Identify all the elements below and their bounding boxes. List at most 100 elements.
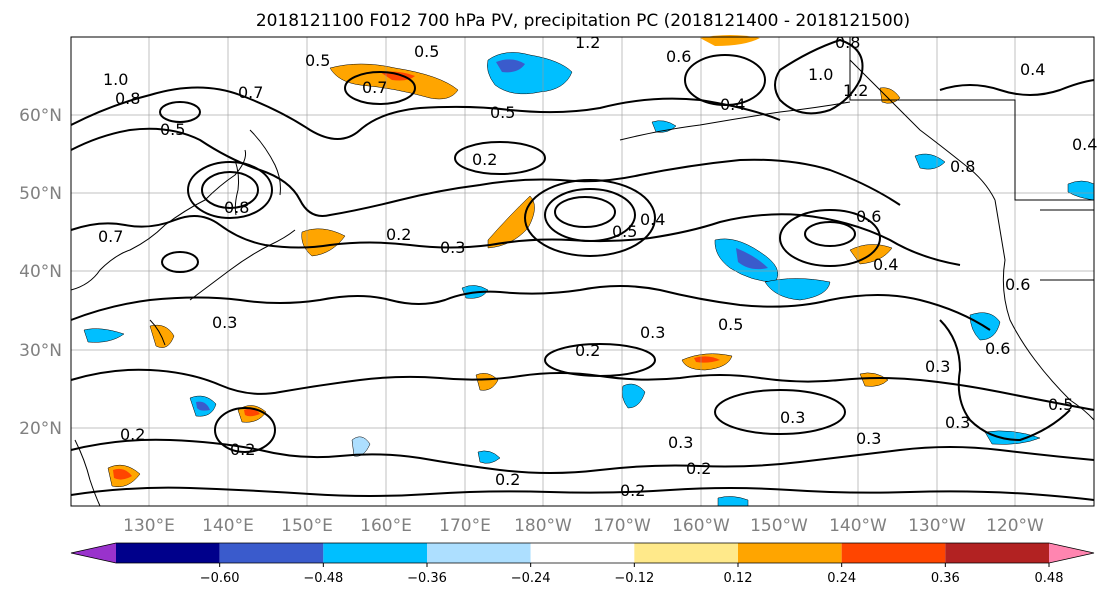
precip-patch-negative (351, 436, 371, 457)
precip-patch-positive (301, 228, 346, 257)
contour-label: 0.2 (575, 341, 600, 360)
pv-closed-contour (544, 343, 656, 377)
pv-closed-contour (554, 196, 616, 228)
lon-label: 140°W (829, 516, 887, 536)
colorbar-segment (1049, 543, 1094, 563)
pv-closed-contour (524, 179, 656, 257)
contour-label: 0.4 (720, 95, 745, 114)
colorbar-tick-label: 0.12 (724, 571, 753, 586)
colorbar-outline (70, 542, 1095, 564)
precip-patch-negative (764, 278, 831, 301)
contour-label: 0.2 (230, 440, 255, 459)
contour-label: 0.3 (212, 313, 237, 332)
contour-label: 0.2 (120, 425, 145, 444)
contour-labels: 0.5 0.7 1.2 0.5 0.6 1.0 0.8 0.5 0.7 1.0 … (98, 33, 1097, 500)
contour-label: 0.4 (873, 255, 898, 274)
pv-closed-contour (187, 161, 273, 219)
colorbar-tick-label: −0.12 (614, 571, 654, 586)
precip-patch-positive (859, 372, 889, 387)
lon-label: 160°W (672, 516, 730, 536)
precip-patch-negative-core (196, 401, 210, 411)
pv-contours (70, 38, 1095, 501)
contour-label: 0.6 (856, 207, 881, 226)
pv-closed-contour (344, 71, 416, 105)
precip-patch-positive (700, 35, 760, 46)
contour-label: 0.6 (1005, 275, 1030, 294)
colorbar-segments (70, 542, 1095, 564)
lat-label: 40°N (19, 262, 62, 282)
colorbar-segment (219, 543, 324, 563)
lon-label: 130°E (123, 516, 175, 536)
contour-label: 0.2 (386, 225, 411, 244)
precip-patch-negative (83, 328, 125, 343)
colorbar-segment (116, 543, 220, 563)
lat-axis: 60°N 50°N 40°N 30°N 20°N (19, 106, 62, 439)
contour-label: 0.3 (440, 238, 465, 257)
precip-patch-negative (717, 496, 749, 507)
precip-patch-positive-core (113, 468, 132, 480)
colorbar-tick-label: −0.24 (511, 571, 551, 586)
pv-closed-contour (714, 389, 846, 435)
precip-patch-positive (475, 373, 499, 391)
pv-contour (939, 319, 1071, 442)
colorbar-segment (71, 543, 116, 563)
lon-label: 170°W (593, 516, 651, 536)
map-frame (70, 36, 1095, 507)
colorbar-tick-label: −0.48 (303, 571, 343, 586)
figure-title: 2018121100 F012 700 hPa PV, precipitatio… (256, 11, 910, 31)
lon-label: 120°W (986, 516, 1044, 536)
contour-label: 0.5 (305, 51, 330, 70)
coast-sakhalin (234, 159, 240, 216)
contour-label: 0.2 (686, 459, 711, 478)
precip-patch-positive (487, 195, 535, 249)
colorbar-segment (323, 543, 427, 563)
colorbar-tick-label: 0.48 (1035, 571, 1064, 586)
pv-closed-contour (201, 171, 259, 209)
contour-label: 0.2 (472, 150, 497, 169)
contour-label: 0.7 (98, 227, 123, 246)
colorbar-tick-label: −0.36 (407, 571, 447, 586)
contour-label: 0.8 (950, 157, 975, 176)
coast-canada-box (849, 37, 1094, 201)
contour-label: 0.7 (238, 83, 263, 102)
lon-label: 150°E (281, 516, 333, 536)
coast-korea (149, 319, 166, 346)
pv-closed-contour (161, 251, 199, 273)
colorbar: −0.60 −0.48 −0.36 −0.24 −0.12 0.12 0.24 0.36 0.4… (70, 542, 1095, 586)
pv-contour (70, 486, 1095, 501)
lat-label: 50°N (19, 184, 62, 204)
coast-aleutians (619, 101, 851, 141)
contour-label: 0.5 (414, 42, 439, 61)
contour-label: 0.6 (666, 47, 691, 66)
contour-label: 1.2 (575, 33, 600, 52)
precip-patch-positive-core (244, 408, 260, 417)
pv-contour (70, 438, 1095, 474)
precip-patch-negative-core (496, 59, 525, 73)
contour-label: 1.0 (103, 70, 128, 89)
lon-label: 180°W (514, 516, 572, 536)
precip-patch-positive (879, 87, 901, 104)
pv-closed-contour (454, 141, 546, 175)
contour-label: 1.2 (843, 81, 868, 100)
contour-label: 0.2 (495, 470, 520, 489)
pv-contour (774, 38, 864, 115)
pv-closed-contour (544, 188, 636, 242)
contour-label: 0.8 (224, 198, 249, 217)
contour-label: 0.7 (362, 78, 387, 97)
contour-label: 0.5 (718, 315, 743, 334)
contour-label: 0.5 (160, 120, 185, 139)
contour-label: 0.5 (1048, 395, 1073, 414)
contour-label: 0.6 (985, 339, 1010, 358)
contour-label: 0.3 (945, 413, 970, 432)
contour-label: 0.8 (115, 89, 140, 108)
pv-closed-contour (159, 101, 201, 123)
precip-patch-negative-core (736, 248, 768, 270)
lon-label: 140°E (202, 516, 254, 536)
contour-label: 0.3 (856, 429, 881, 448)
contour-label: 0.3 (640, 323, 665, 342)
lat-label: 20°N (19, 419, 62, 439)
coastlines (70, 37, 1095, 507)
colorbar-segment (427, 543, 531, 563)
lat-label: 30°N (19, 341, 62, 361)
